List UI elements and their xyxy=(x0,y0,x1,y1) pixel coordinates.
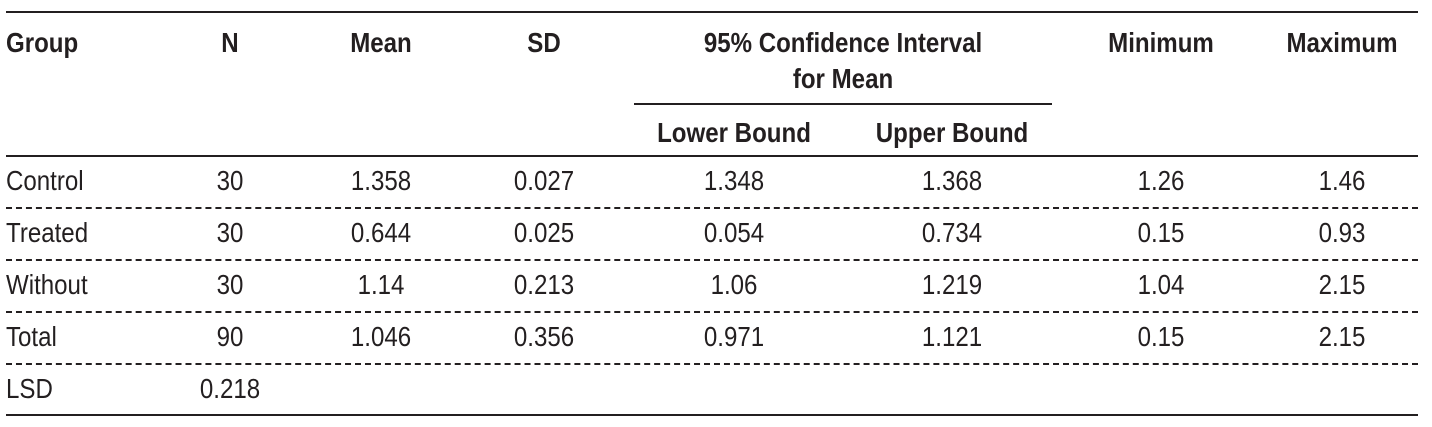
header-n: N xyxy=(221,27,239,58)
cell-upper-bound: 0.734 xyxy=(921,217,983,248)
ci-title-line2: for Mean xyxy=(792,63,894,94)
header-bottom-rule xyxy=(6,155,1418,157)
ci-header-rule xyxy=(634,103,1052,105)
cell-group: Treated xyxy=(6,217,89,248)
cell-lower-bound: 0.971 xyxy=(703,321,765,352)
row-divider xyxy=(6,259,1418,261)
cell-upper-bound: 1.368 xyxy=(921,165,983,196)
cell-maximum: 0.93 xyxy=(1318,217,1366,248)
cell-n: 30 xyxy=(216,269,244,300)
table-bottom-rule xyxy=(6,414,1418,416)
cell-group: Total xyxy=(6,321,57,352)
cell-lower-bound: 1.348 xyxy=(703,165,765,196)
cell-group: Control xyxy=(6,165,84,196)
cell-maximum: 2.15 xyxy=(1318,269,1366,300)
lsd-label: LSD xyxy=(6,373,53,404)
cell-mean: 0.644 xyxy=(350,217,412,248)
cell-sd: 0.025 xyxy=(513,217,575,248)
row-divider xyxy=(6,207,1418,209)
header-lower-bound: Lower Bound xyxy=(657,117,811,148)
cell-upper-bound: 1.121 xyxy=(921,321,983,352)
cell-mean: 1.14 xyxy=(357,269,405,300)
cell-mean: 1.046 xyxy=(350,321,412,352)
cell-lower-bound: 1.06 xyxy=(710,269,758,300)
cell-minimum: 1.04 xyxy=(1137,269,1185,300)
cell-minimum: 0.15 xyxy=(1137,217,1185,248)
header-group: Group xyxy=(6,27,79,58)
cell-n: 30 xyxy=(216,165,244,196)
ci-title-line1: 95% Confidence Interval xyxy=(703,27,983,58)
cell-mean: 1.358 xyxy=(350,165,412,196)
header-sd: SD xyxy=(527,27,561,58)
header-minimum: Minimum xyxy=(1108,27,1214,58)
cell-lower-bound: 0.054 xyxy=(703,217,765,248)
cell-maximum: 2.15 xyxy=(1318,321,1366,352)
cell-sd: 0.027 xyxy=(513,165,575,196)
row-divider xyxy=(6,363,1418,365)
cell-minimum: 0.15 xyxy=(1137,321,1185,352)
cell-upper-bound: 1.219 xyxy=(921,269,983,300)
cell-minimum: 1.26 xyxy=(1137,165,1185,196)
header-maximum: Maximum xyxy=(1286,27,1398,58)
table-top-rule xyxy=(6,11,1418,13)
header-upper-bound: Upper Bound xyxy=(875,117,1029,148)
cell-sd: 0.213 xyxy=(513,269,575,300)
cell-group: Without xyxy=(6,269,88,300)
lsd-value: 0.218 xyxy=(199,373,261,404)
cell-n: 30 xyxy=(216,217,244,248)
row-divider xyxy=(6,311,1418,313)
cell-maximum: 1.46 xyxy=(1318,165,1366,196)
statistics-table: Group N Mean SD 95% Confidence Interval … xyxy=(6,11,1418,416)
header-mean: Mean xyxy=(350,27,412,58)
header-confidence-interval: 95% Confidence Interval for Mean xyxy=(663,25,1022,97)
cell-sd: 0.356 xyxy=(513,321,575,352)
cell-n: 90 xyxy=(216,321,244,352)
